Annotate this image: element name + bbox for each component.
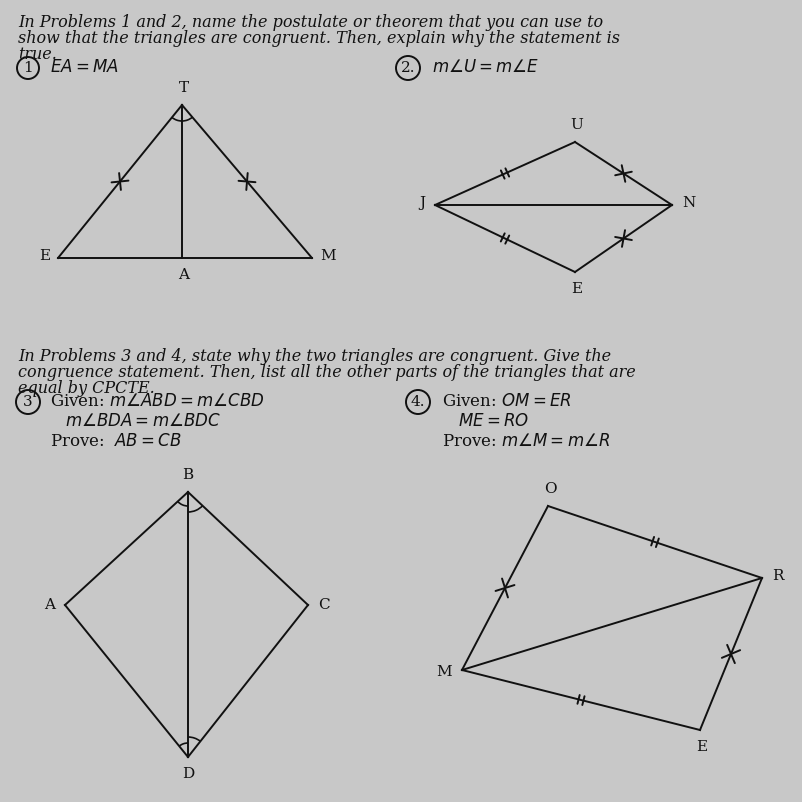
Text: 1: 1 [23, 61, 33, 75]
Text: J: J [419, 196, 425, 210]
Text: E: E [38, 249, 50, 263]
Text: $EA = MA$: $EA = MA$ [50, 59, 119, 76]
Text: congruence statement. Then, list all the other parts of the triangles that are: congruence statement. Then, list all the… [18, 364, 636, 381]
Text: In Problems 3 and 4, state why the two triangles are congruent. Give the: In Problems 3 and 4, state why the two t… [18, 348, 611, 365]
Text: Prove:  $AB = CB$: Prove: $AB = CB$ [50, 434, 182, 451]
Text: show that the triangles are congruent. Then, explain why the statement is: show that the triangles are congruent. T… [18, 30, 620, 47]
Text: R: R [772, 569, 784, 583]
Text: N: N [682, 196, 695, 210]
Text: C: C [318, 598, 330, 612]
Text: M: M [320, 249, 335, 263]
Text: E: E [572, 282, 582, 296]
Text: Prove: $m\angle M = m\angle R$: Prove: $m\angle M = m\angle R$ [442, 434, 610, 451]
Text: equal by CPCTE.: equal by CPCTE. [18, 380, 155, 397]
Text: 3: 3 [23, 395, 33, 409]
Text: $m\angle U = m\angle E$: $m\angle U = m\angle E$ [432, 59, 539, 76]
Text: D: D [182, 767, 194, 781]
Text: In Problems 1 and 2, name the postulate or theorem that you can use to: In Problems 1 and 2, name the postulate … [18, 14, 603, 31]
Text: $m\angle BDA = m\angle BDC$: $m\angle BDA = m\angle BDC$ [65, 414, 221, 431]
Text: E: E [696, 740, 707, 754]
Text: Given: $OM = ER$: Given: $OM = ER$ [442, 394, 572, 411]
Text: U: U [570, 118, 583, 132]
Text: O: O [544, 482, 557, 496]
Text: B: B [182, 468, 193, 482]
Text: A: A [179, 268, 189, 282]
Text: A: A [44, 598, 55, 612]
Text: T: T [179, 81, 189, 95]
Text: 2.: 2. [401, 61, 415, 75]
Text: true.: true. [18, 46, 57, 63]
Text: Given: $m\angle ABD = m\angle CBD$: Given: $m\angle ABD = m\angle CBD$ [50, 394, 265, 411]
Text: 4.: 4. [411, 395, 425, 409]
Text: M: M [436, 665, 452, 679]
Text: $ME = RO$: $ME = RO$ [458, 414, 529, 431]
